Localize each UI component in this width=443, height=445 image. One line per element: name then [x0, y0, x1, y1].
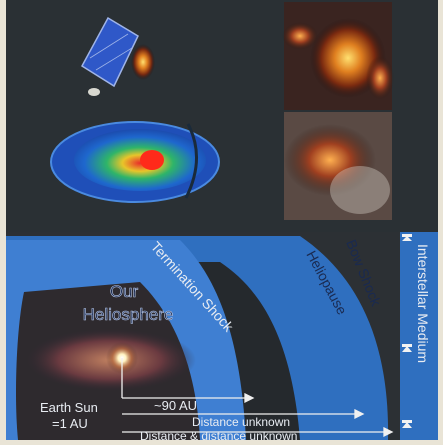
label-90-au: ~90 AU — [154, 398, 197, 413]
label-earth-sun: Earth Sun — [40, 400, 98, 415]
label-one-au: =1 AU — [52, 416, 88, 431]
interstellar-arrows — [402, 234, 412, 428]
label-our-heliosphere-line2: Heliosphere — [83, 305, 174, 324]
spacecraft-illustration — [81, 16, 155, 96]
label-distance-unknown: Distance unknown — [192, 415, 290, 429]
telescope-image-upper — [282, 2, 394, 110]
telescope-image-lower — [284, 112, 392, 220]
label-interstellar-medium: Interstellar Medium — [415, 244, 431, 363]
label-our-heliosphere-line1: Our — [110, 282, 139, 301]
heliosphere-model-plot — [50, 121, 220, 203]
label-distance-and-distance-unknown: Distance & distance unknown — [140, 429, 297, 440]
distance-markers — [121, 358, 394, 438]
interstellar-strip — [400, 232, 438, 440]
